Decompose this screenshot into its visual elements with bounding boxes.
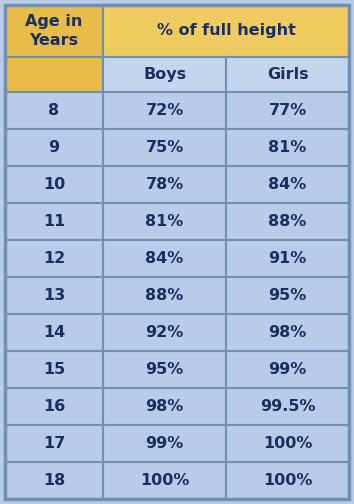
Bar [103,92,226,129]
Text: 100%: 100% [263,473,312,488]
Bar [5,351,103,388]
Bar [5,425,103,462]
Text: 8: 8 [48,103,59,118]
Text: 13: 13 [43,288,65,303]
Bar [226,425,349,462]
Text: 14: 14 [43,325,65,340]
Text: 88%: 88% [145,288,184,303]
Text: 88%: 88% [268,214,307,229]
Bar [226,57,349,92]
Bar [103,314,226,351]
Bar [226,166,349,203]
Bar [5,388,103,425]
Bar [103,203,226,240]
Text: 17: 17 [43,436,65,451]
Bar [103,462,226,499]
Text: 18: 18 [43,473,65,488]
Bar [226,388,349,425]
Bar [5,314,103,351]
Text: 100%: 100% [140,473,189,488]
Bar [226,277,349,314]
Text: 92%: 92% [145,325,184,340]
Bar [103,57,226,92]
Bar [103,388,226,425]
Bar [5,203,103,240]
Bar [226,129,349,166]
Bar [226,203,349,240]
Text: 12: 12 [43,251,65,266]
Text: 81%: 81% [145,214,184,229]
Text: 78%: 78% [145,177,184,192]
Bar [5,92,103,129]
Bar [5,462,103,499]
Text: 99.5%: 99.5% [260,399,315,414]
Text: 98%: 98% [268,325,307,340]
Bar [5,129,103,166]
Bar [226,92,349,129]
Bar [226,462,349,499]
Bar [5,277,103,314]
Text: 100%: 100% [263,436,312,451]
Bar [5,57,103,92]
Text: Girls: Girls [267,67,308,82]
Text: 9: 9 [48,140,59,155]
Text: 84%: 84% [268,177,307,192]
Text: 72%: 72% [145,103,184,118]
Text: 77%: 77% [268,103,307,118]
Text: 99%: 99% [268,362,307,377]
Bar [226,314,349,351]
Bar [103,277,226,314]
Text: 84%: 84% [145,251,184,266]
Text: 15: 15 [43,362,65,377]
Bar [103,129,226,166]
Bar [103,166,226,203]
Text: 91%: 91% [268,251,307,266]
Text: 75%: 75% [145,140,184,155]
Text: 98%: 98% [145,399,184,414]
Bar [5,166,103,203]
Text: 81%: 81% [268,140,307,155]
Bar [5,5,103,57]
Text: 95%: 95% [268,288,307,303]
Bar [103,351,226,388]
Text: 99%: 99% [145,436,184,451]
Bar [103,240,226,277]
Text: 11: 11 [43,214,65,229]
Text: Boys: Boys [143,67,186,82]
Text: 95%: 95% [145,362,184,377]
Text: 16: 16 [43,399,65,414]
Bar [103,425,226,462]
Text: Age in
Years: Age in Years [25,14,83,48]
Bar [226,240,349,277]
Bar [5,240,103,277]
Text: 10: 10 [43,177,65,192]
Text: % of full height: % of full height [156,24,296,38]
Bar [103,5,349,57]
Bar [226,351,349,388]
